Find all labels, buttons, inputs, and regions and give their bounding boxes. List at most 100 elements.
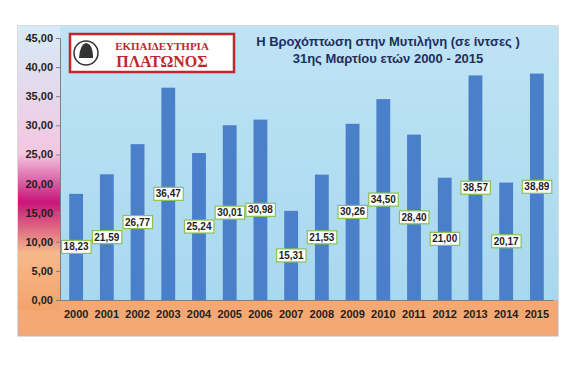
data-label: 30,01 [215,206,244,219]
y-axis: 0,00 5,00 10,00 15,00 20,00 25,00 30,00 35,00 40… [25,32,60,306]
x-tick: 2003 [156,308,180,320]
y-tick: 35,00 [25,90,60,102]
x-tick-label: 2014 [494,308,519,320]
y-tick: 20,00 [25,178,60,190]
y-tick: 15,00 [25,207,60,219]
y-tick-mark [56,67,60,68]
data-label-box [522,180,551,193]
x-tick-label: 2006 [248,308,272,320]
x-tick-label: 2005 [217,308,241,320]
x-tick: 2010 [371,308,395,320]
data-label-text: 28,40 [401,212,426,223]
x-tick: 2008 [310,308,334,320]
data-label: 38,57 [461,181,490,194]
logo-icon [74,41,98,65]
x-tick: 2013 [463,308,487,320]
y-tick-mark [56,242,60,243]
data-label: 30,98 [246,203,275,216]
subtitle: 31ης Μαρτίου ετών 2000 - 2015 [293,51,484,66]
data-label-text: 20,17 [494,236,519,247]
data-label-box [154,187,183,200]
data-label-text: 25,24 [186,221,211,232]
y-tick: 0,00 [32,294,60,306]
data-label-text: 30,98 [248,204,273,215]
y-tick: 25,00 [25,148,60,160]
data-label-box [338,205,367,218]
data-label: 20,17 [492,235,521,248]
x-tick-label: 2013 [463,308,487,320]
data-label: 28,40 [399,211,428,224]
x-tick-label: 2004 [187,308,212,320]
y-tick-mark [56,184,60,185]
y-tick-label: 40,00 [25,61,53,73]
y-tick-label: 10,00 [25,236,53,248]
data-label: 25,24 [184,220,213,233]
data-label-box [307,231,336,244]
x-tick: 2002 [125,308,149,320]
data-label-text: 21,00 [432,233,457,244]
x-tick: 2011 [402,308,426,320]
data-label-text: 15,31 [279,250,304,261]
y-tick: 45,00 [25,32,60,44]
y-tick-label: 30,00 [25,119,53,131]
x-tick-label: 2012 [432,308,456,320]
y-tick: 40,00 [25,61,60,73]
data-label-box [123,216,152,229]
y-tick-mark [56,125,60,126]
data-label-box [461,181,490,194]
y-tick: 5,00 [32,265,60,277]
x-axis-line [61,300,554,301]
logo-box [70,34,234,72]
logo: ΕΚΠΑΙΔΕΥΤΗΡΙΑΠΛΑΤΩΝΟΣ [70,34,234,72]
y-axis-line [56,39,61,301]
data-label-box [430,232,459,245]
y-tick-mark [56,300,60,301]
data-label-box [277,249,306,262]
bars [69,74,544,300]
x-tick-label: 2008 [310,308,334,320]
y-tick-mark [56,96,60,97]
data-label: 38,89 [522,180,551,193]
x-tick-label: 2009 [340,308,364,320]
y-tick-label: 45,00 [25,32,53,44]
x-tick: 2001 [95,308,119,320]
data-label-text: 36,47 [156,188,181,199]
x-tick-label: 2000 [64,308,88,320]
y-tick-mark [56,154,60,155]
x-tick-label: 2007 [279,308,303,320]
data-label-text: 26,77 [125,217,150,228]
y-tick-mark [56,271,60,272]
data-label: 21,53 [307,231,336,244]
logo-text: ΠΛΑΤΩΝΟΣ [116,53,208,70]
data-label-text: 21,53 [309,232,334,243]
y-tick-label: 20,00 [25,178,53,190]
title: Η Βροχόπτωση στην Μυτιλήνη (σε ίντσες ) [256,34,520,49]
y-tick-label: 15,00 [25,207,53,219]
data-label: 15,31 [277,249,306,262]
y-tick-mark [56,213,60,214]
data-label-text: 38,89 [524,181,549,192]
y-tick-label: 5,00 [32,265,53,277]
data-label-text: 30,01 [217,207,242,218]
x-tick: 2014 [494,308,519,320]
x-axis: 2000 2001 2002 2003 2004 2005 2006 2007 2008 2009… [61,301,554,320]
x-tick-label: 2003 [156,308,180,320]
data-label-text: 34,50 [371,194,396,205]
x-tick: 2000 [64,308,88,320]
data-label: 26,77 [123,216,152,229]
y-tick: 30,00 [25,119,60,131]
x-tick-label: 2010 [371,308,395,320]
data-label-box [62,240,91,253]
data-label-box [92,231,121,244]
x-tick: 2005 [217,308,241,320]
data-label: 36,47 [154,187,183,200]
y-tick-label: 0,00 [32,294,53,306]
axis-background [18,26,60,310]
x-tick: 2006 [248,308,272,320]
data-labels: 18,2321,5926,7736,4725,2430,0130,9815,31… [62,180,552,262]
data-label-box [369,193,398,206]
x-tick-label: 2015 [525,308,549,320]
x-tick: 2009 [340,308,364,320]
y-tick-label: 25,00 [25,148,53,160]
data-label-box [492,235,521,248]
